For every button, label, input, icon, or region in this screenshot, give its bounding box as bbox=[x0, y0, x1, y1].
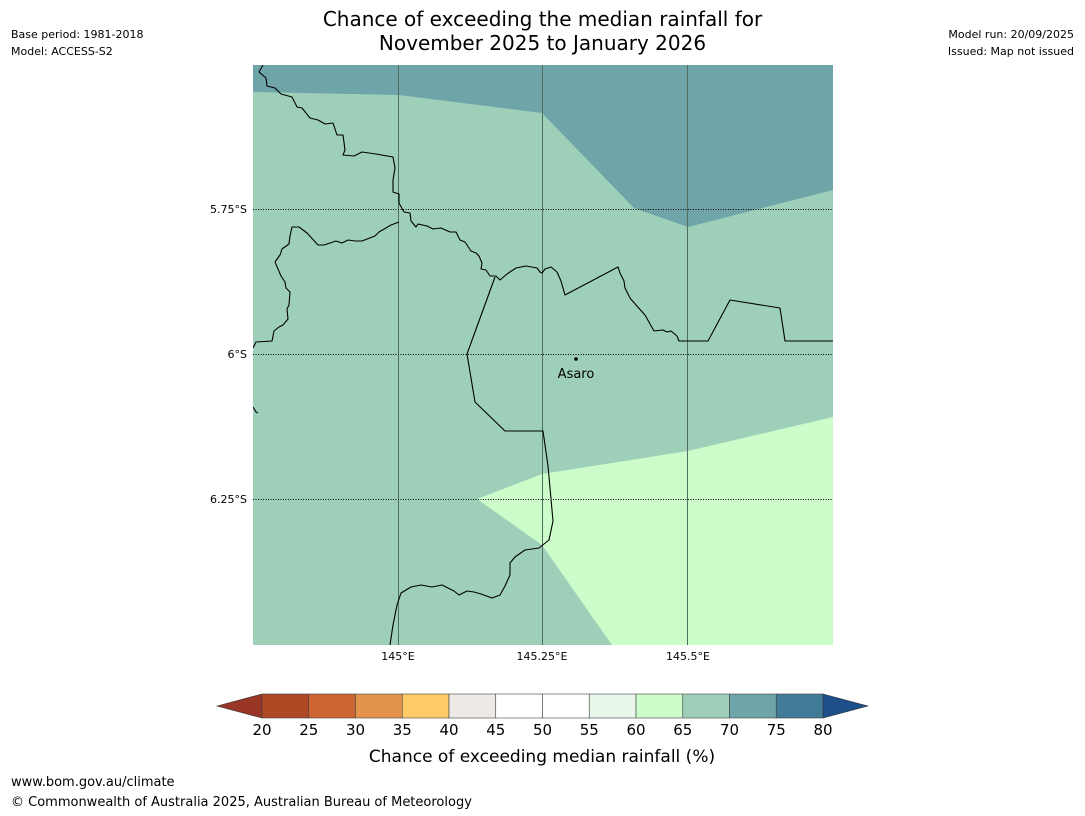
title-line-2: November 2025 to January 2026 bbox=[378, 31, 707, 55]
legend-box-65-70 bbox=[682, 693, 730, 719]
legend-tick-65: 65 bbox=[673, 721, 692, 739]
legend-box-45-50 bbox=[495, 693, 543, 719]
model-run: Model run: 20/09/2025 bbox=[948, 28, 1074, 41]
lat-label-6: 6°S bbox=[228, 348, 247, 361]
lon-label-145-5: 145.5°E bbox=[666, 650, 710, 663]
legend-extend-low bbox=[215, 693, 263, 719]
asaro-label: Asaro bbox=[558, 367, 595, 382]
legend-extend-high bbox=[822, 693, 870, 719]
model-name: Model: ACCESS-S2 bbox=[11, 45, 113, 58]
legend-box-50-55 bbox=[542, 693, 590, 719]
issued-status: Issued: Map not issued bbox=[947, 45, 1074, 58]
legend-box-75-80 bbox=[775, 693, 824, 719]
meta-left: Base period: 1981-2018 Model: ACCESS-S2 bbox=[11, 26, 143, 60]
latitude-labels: 5.75°S 6°S 6.25°S bbox=[210, 203, 247, 506]
boundary-west bbox=[253, 221, 400, 349]
legend-boxes bbox=[261, 693, 824, 719]
lon-label-145: 145°E bbox=[381, 650, 414, 663]
legend-label: Chance of exceeding median rainfall (%) bbox=[369, 747, 715, 767]
legend-tick-60: 60 bbox=[626, 721, 645, 739]
colour-legend: 20 25 30 35 40 45 50 55 60 65 70 75 80 Chance of exc… bbox=[215, 693, 870, 767]
parallel-lines bbox=[253, 209, 833, 500]
legend-tick-55: 55 bbox=[580, 721, 599, 739]
longitude-labels: 145°E 145.25°E 145.5°E bbox=[381, 650, 710, 663]
lon-label-145-25: 145.25°E bbox=[517, 650, 568, 663]
legend-tick-70: 70 bbox=[720, 721, 739, 739]
province-boundaries bbox=[253, 65, 833, 645]
legend-box-30-35 bbox=[355, 693, 403, 719]
lat-label-5-75: 5.75°S bbox=[210, 203, 247, 216]
zone-60-65 bbox=[477, 417, 833, 645]
legend-box-35-40 bbox=[401, 693, 450, 719]
map-title: Chance of exceeding the median rainfall … bbox=[0, 7, 1085, 55]
base-period: Base period: 1981-2018 bbox=[11, 28, 144, 41]
boundary-district bbox=[389, 276, 554, 645]
legend-box-55-60 bbox=[588, 693, 637, 719]
legend-box-40-45 bbox=[448, 693, 497, 719]
legend-tick-30: 30 bbox=[346, 721, 365, 739]
map-area: Asaro bbox=[253, 65, 833, 645]
legend-tick-35: 35 bbox=[393, 721, 412, 739]
footer-copyright: © Commonwealth of Australia 2025, Austra… bbox=[11, 795, 472, 810]
legend-box-20-25 bbox=[261, 693, 310, 719]
lat-label-6-25: 6.25°S bbox=[210, 493, 247, 506]
boundary-north bbox=[258, 65, 833, 342]
legend-tick-labels: 20 25 30 35 40 45 50 55 60 65 70 75 80 bbox=[252, 721, 832, 739]
legend-box-25-30 bbox=[308, 693, 356, 719]
legend-tick-20: 20 bbox=[252, 721, 271, 739]
legend-tick-25: 25 bbox=[299, 721, 318, 739]
legend-box-70-75 bbox=[729, 693, 777, 719]
footer-url: www.bom.gov.au/climate bbox=[11, 775, 175, 790]
asaro-marker bbox=[574, 357, 578, 361]
legend-tick-80: 80 bbox=[813, 721, 832, 739]
boundary-stub bbox=[253, 406, 259, 414]
title-line-1: Chance of exceeding the median rainfall … bbox=[322, 7, 763, 31]
legend-tick-75: 75 bbox=[767, 721, 786, 739]
legend-tick-45: 45 bbox=[486, 721, 505, 739]
legend-tick-50: 50 bbox=[533, 721, 552, 739]
meta-right: Model run: 20/09/2025 Issued: Map not is… bbox=[948, 26, 1074, 60]
legend-box-60-65 bbox=[635, 693, 684, 719]
legend-tick-40: 40 bbox=[439, 721, 458, 739]
